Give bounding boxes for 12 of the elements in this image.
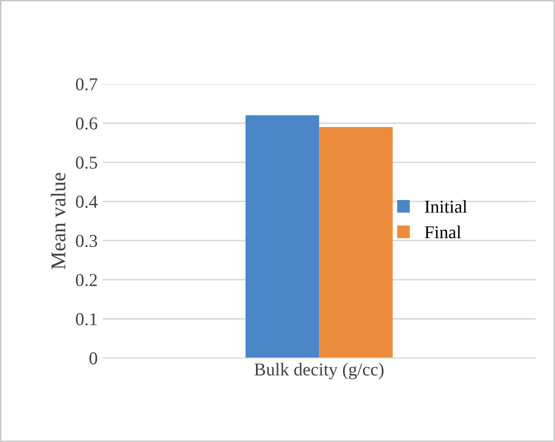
y-tick-label: 0 bbox=[89, 352, 98, 364]
y-tick-label: 0.3 bbox=[76, 234, 98, 248]
y-tick-label: 0.7 bbox=[76, 78, 98, 90]
legend-label: Final bbox=[424, 226, 462, 238]
x-tick-label: Bulk decity (g/cc) bbox=[254, 362, 384, 380]
y-tick-label: 0.4 bbox=[76, 196, 98, 208]
y-tick-label: 0.5 bbox=[76, 156, 98, 169]
y-tick-label: 0.1 bbox=[76, 313, 97, 326]
y-tick-label: 0.2 bbox=[76, 274, 97, 286]
legend-label: Initial bbox=[424, 200, 468, 213]
y-axis-title: Mean value bbox=[50, 172, 66, 270]
y-tick-label: 0.6 bbox=[76, 117, 98, 130]
